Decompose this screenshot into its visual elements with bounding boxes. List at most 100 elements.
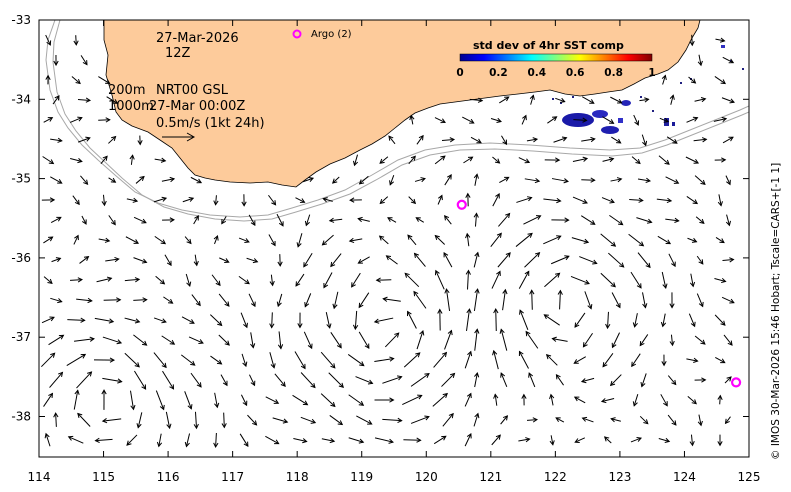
current-arrow bbox=[665, 176, 680, 184]
hour-label: 12Z bbox=[165, 46, 191, 61]
current-arrow bbox=[725, 175, 731, 186]
current-arrow bbox=[73, 336, 95, 342]
plot-frame bbox=[38, 19, 750, 458]
current-arrow bbox=[473, 412, 480, 427]
current-arrow bbox=[133, 297, 148, 303]
current-arrow bbox=[94, 317, 115, 324]
current-arrow bbox=[49, 371, 64, 388]
current-arrow bbox=[52, 95, 60, 105]
current-arrow bbox=[356, 415, 373, 425]
current-arrow bbox=[714, 277, 727, 284]
current-arrow bbox=[640, 373, 647, 388]
current-arrow bbox=[689, 434, 695, 447]
current-arrow bbox=[631, 156, 641, 165]
x-tick-label: 114 bbox=[28, 470, 51, 484]
current-arrow bbox=[518, 437, 531, 443]
current-arrow bbox=[77, 136, 91, 143]
y-tick-label: -37 bbox=[11, 330, 31, 344]
current-arrow bbox=[355, 376, 374, 385]
scale-arrow bbox=[162, 132, 196, 142]
current-arrow bbox=[603, 436, 612, 444]
current-arrow bbox=[238, 237, 250, 244]
current-arrow bbox=[492, 349, 499, 370]
current-arrow bbox=[584, 291, 593, 310]
current-arrow bbox=[408, 196, 417, 205]
current-arrow bbox=[190, 372, 202, 388]
current-arrow bbox=[44, 432, 51, 447]
current-arrow bbox=[607, 252, 625, 268]
current-arrow bbox=[43, 236, 54, 244]
current-arrow bbox=[379, 196, 389, 205]
current-arrow bbox=[155, 390, 165, 411]
current-arrow bbox=[137, 135, 143, 146]
current-arrow bbox=[191, 294, 201, 307]
current-arrow bbox=[100, 155, 108, 165]
current-arrow bbox=[697, 414, 703, 427]
current-arrow bbox=[374, 356, 395, 363]
current-arrow bbox=[516, 196, 533, 203]
colorbar-tick-label: 0.4 bbox=[527, 67, 546, 79]
current-arrow bbox=[434, 155, 446, 165]
current-arrow bbox=[724, 376, 732, 384]
current-arrow bbox=[53, 54, 59, 67]
current-arrow bbox=[193, 254, 199, 267]
current-arrow bbox=[521, 393, 527, 406]
current-arrow bbox=[688, 76, 697, 84]
product-label: NRT00 GSL bbox=[156, 83, 229, 98]
current-arrow bbox=[523, 215, 542, 225]
current-arrow bbox=[269, 352, 276, 369]
current-arrow bbox=[524, 177, 541, 184]
current-arrow bbox=[688, 313, 696, 328]
current-arrow bbox=[42, 156, 55, 165]
current-arrow bbox=[658, 155, 670, 165]
current-arrow bbox=[697, 54, 703, 67]
current-arrow bbox=[473, 251, 480, 268]
current-arrow bbox=[190, 176, 203, 184]
current-arrow bbox=[714, 157, 727, 163]
current-arrow bbox=[161, 176, 176, 183]
current-arrow bbox=[490, 117, 502, 123]
current-arrow bbox=[555, 373, 564, 386]
contour-label-200m: 200m bbox=[108, 83, 145, 98]
current-arrow bbox=[473, 288, 480, 311]
current-arrow bbox=[94, 437, 113, 443]
x-tick-label: 117 bbox=[221, 470, 244, 484]
current-arrow bbox=[434, 117, 446, 124]
current-arrow bbox=[581, 136, 596, 143]
current-arrow bbox=[72, 195, 80, 206]
current-arrow bbox=[526, 137, 539, 143]
current-arrow bbox=[77, 412, 91, 427]
current-arrow bbox=[76, 371, 93, 389]
current-arrow bbox=[515, 232, 533, 247]
current-arrow bbox=[53, 412, 59, 427]
current-arrow bbox=[715, 237, 725, 244]
current-arrow bbox=[413, 252, 426, 267]
current-arrow bbox=[218, 293, 230, 307]
current-arrow bbox=[581, 416, 594, 423]
current-arrow bbox=[694, 377, 707, 383]
current-arrow bbox=[153, 352, 167, 369]
current-arrow bbox=[722, 136, 734, 144]
current-arrow bbox=[641, 134, 648, 147]
current-arrow bbox=[124, 277, 141, 283]
current-arrow bbox=[611, 292, 621, 309]
land-mass bbox=[103, 20, 701, 188]
current-arrow bbox=[238, 275, 250, 285]
current-arrow bbox=[632, 313, 638, 328]
current-arrow bbox=[385, 255, 398, 265]
current-arrow bbox=[639, 97, 650, 103]
current-arrow bbox=[639, 415, 649, 425]
current-arrow bbox=[610, 96, 623, 104]
x-tick-label: 120 bbox=[415, 470, 438, 484]
current-arrow bbox=[220, 374, 228, 387]
current-arrow bbox=[184, 433, 191, 448]
current-arrow bbox=[630, 436, 642, 443]
current-arrow bbox=[543, 235, 562, 245]
current-arrow bbox=[219, 257, 230, 263]
x-tick-label: 118 bbox=[286, 470, 309, 484]
current-arrow bbox=[611, 136, 622, 144]
current-arrow bbox=[129, 154, 135, 165]
current-arrow bbox=[685, 156, 700, 164]
current-arrow bbox=[133, 216, 147, 224]
current-arrow bbox=[416, 329, 425, 350]
